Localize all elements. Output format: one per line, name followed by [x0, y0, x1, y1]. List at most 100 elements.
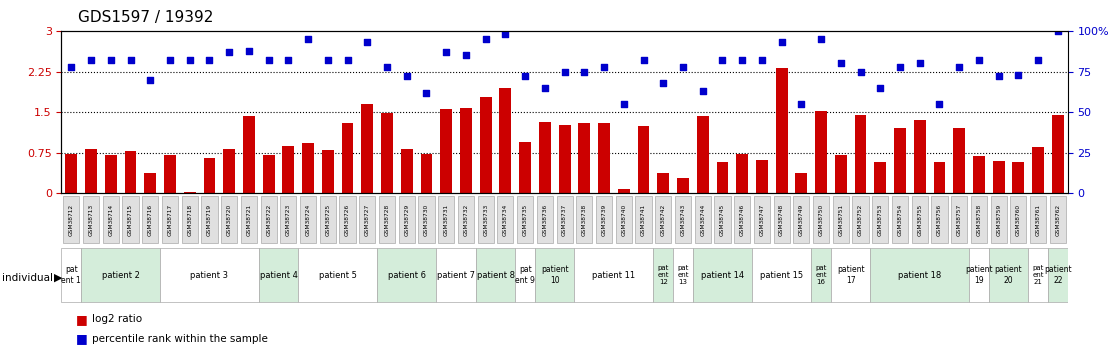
- Text: GSM38745: GSM38745: [720, 204, 724, 236]
- Point: [871, 85, 889, 91]
- FancyBboxPatch shape: [82, 248, 160, 303]
- Bar: [124, 151, 136, 193]
- FancyBboxPatch shape: [693, 248, 752, 303]
- Bar: [815, 111, 827, 193]
- FancyBboxPatch shape: [831, 248, 871, 303]
- Bar: [243, 116, 255, 193]
- Text: pat
ent
16: pat ent 16: [815, 265, 827, 285]
- Text: GSM38726: GSM38726: [345, 204, 350, 236]
- Text: patient 15: patient 15: [760, 270, 803, 280]
- FancyBboxPatch shape: [436, 248, 476, 303]
- Text: patient 6: patient 6: [388, 270, 426, 280]
- FancyBboxPatch shape: [299, 248, 377, 303]
- Point: [713, 58, 731, 63]
- Bar: [342, 123, 353, 193]
- Text: GSM38747: GSM38747: [759, 204, 765, 236]
- Bar: [420, 154, 433, 193]
- Text: GSM38761: GSM38761: [1035, 204, 1041, 236]
- Point: [694, 88, 712, 94]
- FancyBboxPatch shape: [931, 196, 948, 244]
- FancyBboxPatch shape: [240, 196, 257, 244]
- Text: patient
19: patient 19: [965, 265, 993, 285]
- Text: GSM38723: GSM38723: [286, 204, 291, 236]
- Bar: [993, 161, 1005, 193]
- Text: pat
ent 1: pat ent 1: [61, 265, 82, 285]
- Text: GSM38712: GSM38712: [69, 204, 74, 236]
- Point: [1049, 28, 1067, 34]
- Point: [752, 58, 770, 63]
- Point: [536, 85, 553, 91]
- Bar: [500, 88, 511, 193]
- Text: pat
ent
21: pat ent 21: [1032, 265, 1044, 285]
- Text: GSM38738: GSM38738: [581, 204, 587, 236]
- Text: GSM38725: GSM38725: [325, 204, 330, 236]
- Bar: [183, 191, 196, 193]
- Bar: [717, 162, 728, 193]
- Point: [1010, 72, 1027, 78]
- FancyBboxPatch shape: [103, 196, 119, 244]
- Bar: [678, 178, 689, 193]
- Point: [398, 74, 416, 79]
- Point: [359, 40, 377, 45]
- FancyBboxPatch shape: [714, 196, 730, 244]
- Text: patient 3: patient 3: [190, 270, 228, 280]
- FancyBboxPatch shape: [476, 248, 515, 303]
- FancyBboxPatch shape: [596, 196, 613, 244]
- Text: GSM38737: GSM38737: [562, 204, 567, 236]
- FancyBboxPatch shape: [438, 196, 454, 244]
- Bar: [459, 108, 472, 193]
- Bar: [381, 113, 392, 193]
- Point: [82, 58, 100, 63]
- FancyBboxPatch shape: [201, 196, 218, 244]
- Text: GSM38719: GSM38719: [207, 204, 212, 236]
- Bar: [657, 172, 670, 193]
- Point: [733, 58, 751, 63]
- Bar: [737, 154, 748, 193]
- FancyBboxPatch shape: [83, 196, 100, 244]
- FancyBboxPatch shape: [655, 196, 671, 244]
- Point: [812, 37, 830, 42]
- Point: [319, 58, 337, 63]
- Text: GSM38721: GSM38721: [246, 204, 252, 236]
- Text: GSM38746: GSM38746: [740, 204, 745, 236]
- Point: [576, 69, 594, 74]
- Bar: [164, 155, 176, 193]
- Bar: [224, 149, 235, 193]
- Point: [595, 64, 613, 69]
- Point: [911, 61, 929, 66]
- FancyBboxPatch shape: [517, 196, 533, 244]
- FancyBboxPatch shape: [653, 248, 673, 303]
- Text: GSM38718: GSM38718: [187, 204, 192, 236]
- Bar: [776, 68, 787, 193]
- Point: [989, 74, 1007, 79]
- Text: GSM38740: GSM38740: [622, 204, 626, 236]
- Text: GSM38716: GSM38716: [148, 204, 153, 236]
- Bar: [302, 144, 314, 193]
- FancyBboxPatch shape: [340, 196, 356, 244]
- Bar: [519, 142, 531, 193]
- Text: GSM38749: GSM38749: [799, 204, 804, 236]
- FancyBboxPatch shape: [991, 196, 1006, 244]
- Text: patient 11: patient 11: [593, 270, 635, 280]
- Text: patient
10: patient 10: [541, 265, 569, 285]
- Bar: [440, 109, 452, 193]
- Bar: [934, 162, 946, 193]
- Bar: [913, 120, 926, 193]
- FancyBboxPatch shape: [635, 196, 652, 244]
- FancyBboxPatch shape: [1029, 248, 1048, 303]
- Text: GSM38735: GSM38735: [522, 204, 528, 236]
- FancyBboxPatch shape: [160, 248, 258, 303]
- Text: patient 14: patient 14: [701, 270, 743, 280]
- FancyBboxPatch shape: [673, 248, 693, 303]
- FancyBboxPatch shape: [951, 196, 967, 244]
- FancyBboxPatch shape: [281, 196, 296, 244]
- Point: [141, 77, 159, 82]
- Text: patient 7: patient 7: [437, 270, 475, 280]
- Text: GSM38724: GSM38724: [305, 204, 311, 236]
- Text: GSM38751: GSM38751: [838, 204, 843, 236]
- FancyBboxPatch shape: [576, 196, 593, 244]
- Text: GSM38758: GSM38758: [976, 204, 982, 236]
- Bar: [1052, 115, 1063, 193]
- FancyBboxPatch shape: [300, 196, 316, 244]
- Point: [63, 64, 80, 69]
